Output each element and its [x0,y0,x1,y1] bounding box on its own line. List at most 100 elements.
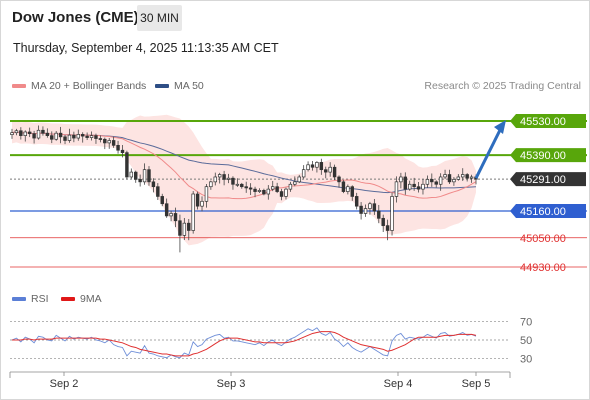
candle-body-down [434,181,438,185]
rsi-label: RSI [31,293,49,305]
candle-body-up [461,174,465,178]
bollinger-band-fill [12,114,476,246]
candle [213,172,217,186]
candle-body-down [412,183,416,188]
candle-body-down [337,176,341,183]
candle [306,161,310,172]
candle-body-down [72,134,76,139]
candle [164,198,169,218]
candle-body-up [257,190,262,192]
candle-body-up [169,213,173,217]
candle-body-down [359,205,363,214]
candle [209,180,213,190]
candle [19,127,23,140]
candle [58,126,63,144]
candle [138,174,142,187]
candle-body-down [27,131,32,135]
candle-body-down [381,217,385,226]
candle [346,184,350,195]
candle [160,193,164,207]
candle [195,191,200,210]
candle-body-up [456,176,461,180]
candle-body-up [469,176,474,179]
instrument-title: Dow Jones (CME) [12,9,139,26]
candle [169,210,173,222]
candle [385,219,390,241]
candle-body-up [443,174,447,178]
candle-body-up [390,196,394,231]
candle-body-up [293,181,297,185]
candle-body-down [147,169,151,183]
candle-body-up [54,132,58,140]
candle-body-down [354,196,359,207]
ma50-label: MA 50 [174,80,204,92]
candle [359,202,363,220]
candle-body-down [32,133,36,139]
candle [231,176,235,190]
candle [72,131,76,143]
candle-body-down [45,132,50,136]
candle [315,161,319,173]
candle-body-down [50,135,54,140]
candle-body-down [465,174,469,179]
rsi-tick-30: 30 [520,354,532,366]
candle [204,184,209,208]
candle [421,179,425,195]
candle [89,131,94,141]
candle [443,169,447,180]
candle-body-up [235,183,240,186]
price-tag-45530.00 [510,114,586,129]
candle [288,181,293,192]
candle-body-down [173,213,178,222]
candle [377,204,381,224]
candle-body-up [284,188,288,197]
candle-body-down [403,176,408,190]
rsi-ma-swatch [61,297,75,302]
candle [266,185,271,200]
candle-body-up [67,134,72,141]
candle-body-down [262,190,266,195]
candle [461,168,465,181]
candle [67,128,72,143]
candle-body-down [244,186,248,189]
timeframe-badge[interactable]: 30 MIN [137,5,182,31]
candle-body-down [377,210,381,219]
candle-body-down [350,186,354,197]
candle-body-down [416,186,421,190]
candle-body-up [315,162,319,168]
candle-body-down [385,225,390,231]
candle-body-down [275,186,279,192]
candle-body-down [430,179,434,183]
candle-body-down [240,183,244,188]
candle-body-down [195,193,200,207]
candle [390,192,394,236]
candle [297,174,301,184]
legend-ma50: MA 50 [155,80,204,92]
candle [368,201,372,215]
candle-body-up [182,222,187,236]
candle-body-down [94,135,98,139]
candle-body-up [209,181,213,188]
rsi-ma-line [12,331,477,357]
candle [32,130,36,144]
candle [469,174,474,183]
rsi-panel: 70 50 30 [10,316,532,366]
candle-body-up [425,179,430,185]
candle [293,176,297,187]
candle-body-down [120,149,125,153]
candle [103,137,107,150]
x-axis: Sep 2 Sep 3 Sep 4 Sep 5 [9,371,511,390]
candle [301,165,306,179]
candle-body-down [98,138,103,140]
candle [151,178,156,193]
candle [284,187,288,200]
candle [407,180,412,191]
candle [394,176,399,203]
candle-body-up [328,166,332,173]
candle [178,214,182,253]
candle-body-up [142,169,147,183]
legend-rsi: RSI [12,293,49,305]
price-label-44930.00: 44930.00 [520,262,566,274]
candle-body-up [288,183,293,190]
candle [240,182,244,189]
